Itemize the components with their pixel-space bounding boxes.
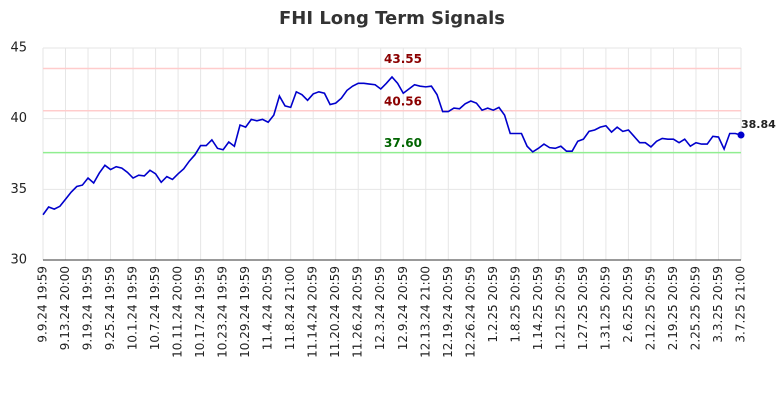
- x-tick-label: 12.13.24 21:00: [418, 266, 432, 358]
- x-tick-label: 1.14.25 20:59: [531, 266, 545, 350]
- x-tick-label: 11.4.24 20:59: [261, 266, 275, 350]
- y-tick-label: 45: [10, 41, 27, 56]
- x-tick-label: 11.14.24 20:59: [306, 266, 320, 358]
- x-tick-label: 9.13.24 20:00: [58, 266, 72, 350]
- x-tick-label: 10.23.24 19:59: [216, 266, 230, 358]
- x-tick-label: 1.2.25 20:59: [486, 266, 500, 343]
- x-tick-label: 10.1.24 19:59: [126, 266, 140, 350]
- x-tick-label: 2.12.25 20:59: [643, 266, 657, 350]
- x-tick-label: 12.19.24 20:59: [441, 266, 455, 358]
- x-tick-label: 1.21.25 20:59: [553, 266, 567, 350]
- y-tick-label: 40: [10, 111, 27, 126]
- x-tick-label: 3.7.25 21:00: [734, 266, 748, 343]
- x-tick-label: 10.29.24 19:59: [238, 266, 252, 358]
- last-value-label: 38.84: [741, 118, 776, 131]
- x-tick-label: 11.8.24 21:00: [283, 266, 297, 350]
- x-tick-label: 12.9.24 20:59: [396, 266, 410, 350]
- x-tick-label: 3.3.25 20:59: [711, 266, 725, 343]
- x-tick-label: 11.20.24 20:59: [328, 266, 342, 358]
- x-tick-label: 2.25.25 20:59: [688, 266, 702, 350]
- x-tick-label: 1.31.25 20:59: [598, 266, 612, 350]
- reference-label: 40.56: [384, 94, 422, 108]
- y-tick-label: 35: [10, 182, 27, 197]
- reference-label: 37.60: [384, 136, 422, 150]
- x-tick-label: 1.27.25 20:59: [576, 266, 590, 350]
- chart-title: FHI Long Term Signals: [279, 8, 505, 29]
- x-tick-label: 2.6.25 20:59: [621, 266, 635, 343]
- x-tick-label: 12.3.24 20:59: [373, 266, 387, 350]
- x-tick-label: 10.11.24 20:00: [171, 266, 185, 358]
- x-tick-label: 1.8.25 20:59: [508, 266, 522, 343]
- last-point: [737, 131, 745, 139]
- x-tick-label: 10.7.24 19:59: [148, 266, 162, 350]
- reference-label: 43.55: [384, 52, 422, 66]
- x-tick-label: 10.17.24 19:59: [193, 266, 207, 358]
- x-tick-label: 9.19.24 19:59: [81, 266, 95, 350]
- x-tick-label: 2.19.25 20:59: [666, 266, 680, 350]
- x-tick-label: 11.26.24 20:59: [351, 266, 365, 358]
- x-tick-label: 12.26.24 20:59: [463, 266, 477, 358]
- series-line: [42, 75, 742, 216]
- y-tick-label: 30: [10, 253, 27, 268]
- x-tick-label: 9.9.24 19:59: [36, 266, 50, 343]
- x-tick-label: 9.25.24 19:59: [103, 266, 117, 350]
